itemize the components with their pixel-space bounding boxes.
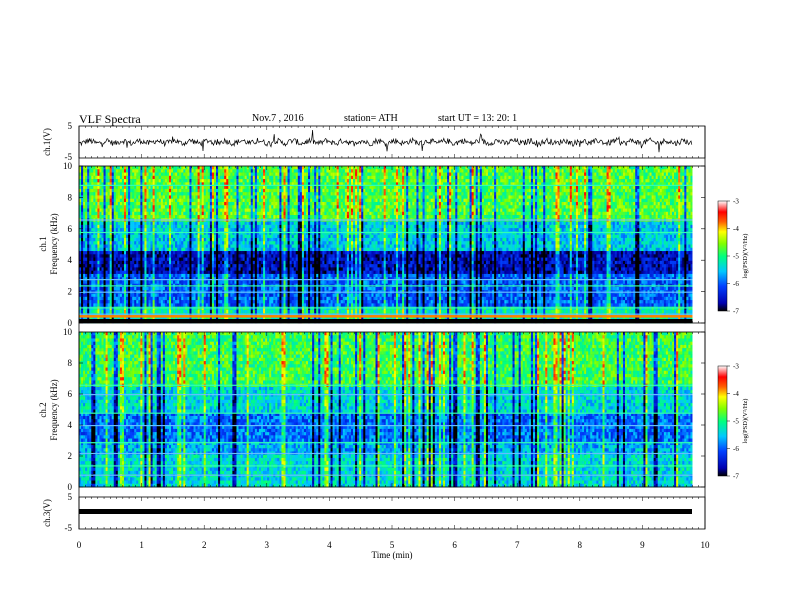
freq-tick-label: 0 bbox=[68, 482, 73, 492]
time-tick-label: 0 bbox=[77, 540, 82, 550]
ch2-spectrogram-panel: 0 2 4 6 8 10 ch.2 Frequency (kHz) bbox=[38, 327, 705, 492]
ch2-colorbar-label: log(PSD)(V²/Hz) bbox=[742, 399, 749, 444]
colorbar-tick-label: -3 bbox=[733, 363, 739, 371]
freq-tick-label: 6 bbox=[68, 224, 73, 234]
colorbar-tick-label: -5 bbox=[733, 253, 739, 261]
freq-tick-label: 6 bbox=[68, 389, 73, 399]
colorbar-tick-label: -7 bbox=[733, 308, 739, 316]
ch1-ytick-top: 5 bbox=[68, 121, 73, 131]
ch1-freq-label: Frequency (kHz) bbox=[49, 213, 59, 274]
ch1-colorbar: -3 -4 -5 -6 -7 log(PSD)(V²/Hz) bbox=[718, 198, 749, 316]
ch1-colorbar-label: log(PSD)(V²/Hz) bbox=[742, 234, 749, 279]
colorbar-tick-label: -6 bbox=[733, 280, 739, 288]
time-tick-label: 5 bbox=[390, 540, 395, 550]
time-tick-label: 1 bbox=[139, 540, 144, 550]
colorbar-tick-label: -7 bbox=[733, 473, 739, 481]
colorbar-tick-label: -5 bbox=[733, 418, 739, 426]
ch1-wave-ylabel: ch.1(V) bbox=[42, 128, 52, 156]
time-tick-label: 8 bbox=[578, 540, 583, 550]
freq-tick-label: 8 bbox=[68, 358, 73, 368]
freq-tick-label: 4 bbox=[68, 420, 73, 430]
ch1-spectrogram bbox=[79, 166, 705, 323]
colorbar-tick-label: -4 bbox=[733, 390, 739, 398]
ch2-freq-label-ch: ch.2 bbox=[38, 402, 48, 417]
ch1-freq-label-ch: ch.1 bbox=[38, 236, 48, 251]
time-tick-label: 6 bbox=[452, 540, 457, 550]
ch2-spectrogram bbox=[79, 332, 705, 487]
ch2-colorbar: -3 -4 -5 -6 -7 log(PSD)(V²/Hz) bbox=[718, 363, 749, 481]
ch3-wave-ylabel: ch.3(V) bbox=[42, 499, 52, 527]
time-axis-label: Time (min) bbox=[372, 550, 413, 560]
ch2-freq-label: Frequency (kHz) bbox=[49, 379, 59, 440]
time-tick-label: 7 bbox=[515, 540, 520, 550]
ch3-ytick-bottom: -5 bbox=[65, 523, 73, 533]
freq-tick-label: 10 bbox=[63, 161, 73, 171]
time-tick-label: 2 bbox=[202, 540, 207, 550]
colorbar-tick-label: -4 bbox=[733, 225, 739, 233]
freq-tick-label: 2 bbox=[68, 451, 73, 461]
time-tick-label: 9 bbox=[640, 540, 645, 550]
time-tick-label: 4 bbox=[327, 540, 332, 550]
freq-tick-label: 2 bbox=[68, 287, 73, 297]
colorbar-tick-label: -3 bbox=[733, 198, 739, 206]
freq-tick-label: 4 bbox=[68, 255, 73, 265]
time-tick-label: 10 bbox=[701, 540, 711, 550]
ch1-waveform bbox=[79, 130, 692, 152]
colorbar-tick-label: -6 bbox=[733, 445, 739, 453]
ch3-waveform bbox=[79, 509, 692, 514]
freq-tick-label: 10 bbox=[63, 327, 73, 337]
ch3-ytick-top: 5 bbox=[68, 492, 73, 502]
time-tick-label: 3 bbox=[265, 540, 270, 550]
freq-tick-label: 8 bbox=[68, 192, 73, 202]
